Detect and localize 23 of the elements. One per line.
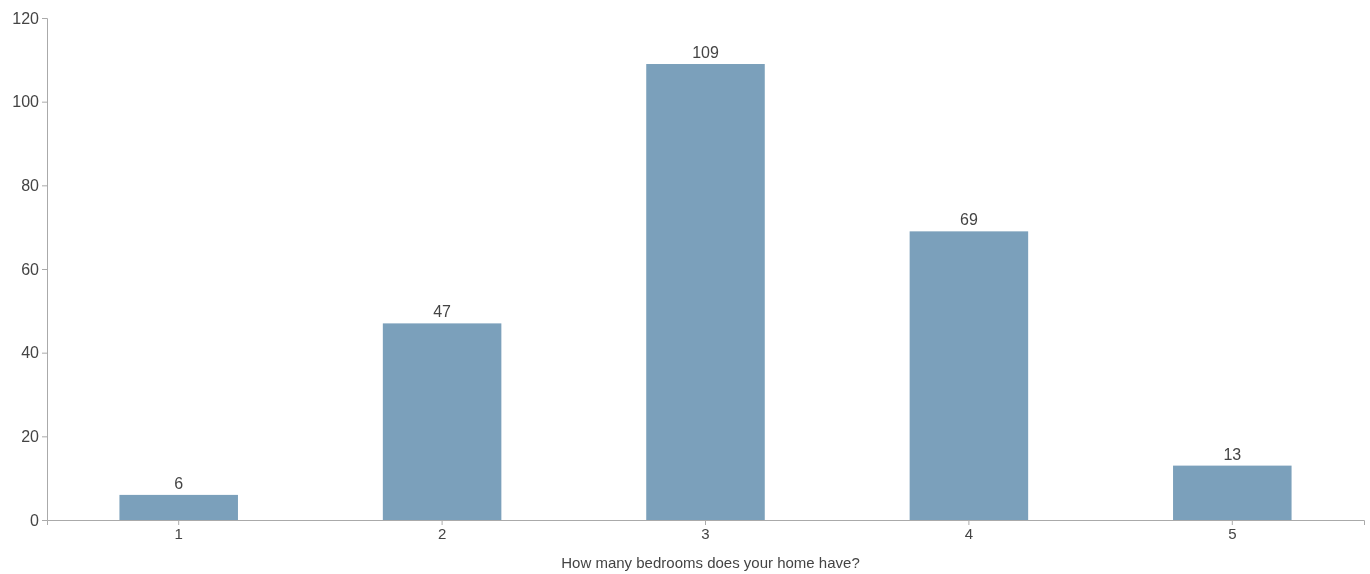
data-label: 69 bbox=[960, 211, 978, 229]
x-tick-label: 4 bbox=[964, 524, 974, 542]
x-tick-label: 1 bbox=[174, 524, 183, 542]
data-label: 13 bbox=[1223, 445, 1242, 463]
y-tick-label: 60 bbox=[21, 260, 40, 278]
x-axis-title: How many bedrooms does your home have? bbox=[561, 554, 860, 571]
bar bbox=[646, 64, 765, 520]
x-tick-label: 5 bbox=[1228, 524, 1237, 542]
y-tick-label: 20 bbox=[21, 427, 40, 445]
bar bbox=[909, 231, 1029, 520]
data-label: 109 bbox=[692, 44, 719, 62]
x-tick-label: 3 bbox=[701, 524, 710, 542]
y-tick-label: 0 bbox=[30, 511, 40, 529]
x-tick-label: 2 bbox=[437, 524, 447, 542]
data-label: 47 bbox=[433, 303, 452, 321]
bar bbox=[382, 323, 502, 520]
y-tick-label: 100 bbox=[12, 93, 40, 111]
y-tick-label: 120 bbox=[12, 9, 40, 27]
bar bbox=[1173, 465, 1292, 520]
y-tick-label: 40 bbox=[21, 344, 40, 362]
bar bbox=[119, 494, 238, 520]
y-tick-label: 80 bbox=[21, 176, 40, 194]
data-label: 6 bbox=[174, 474, 184, 492]
